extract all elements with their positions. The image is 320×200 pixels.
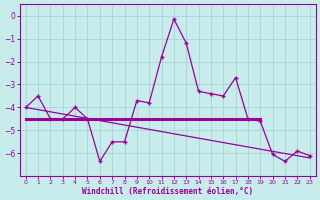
X-axis label: Windchill (Refroidissement éolien,°C): Windchill (Refroidissement éolien,°C) (82, 187, 253, 196)
